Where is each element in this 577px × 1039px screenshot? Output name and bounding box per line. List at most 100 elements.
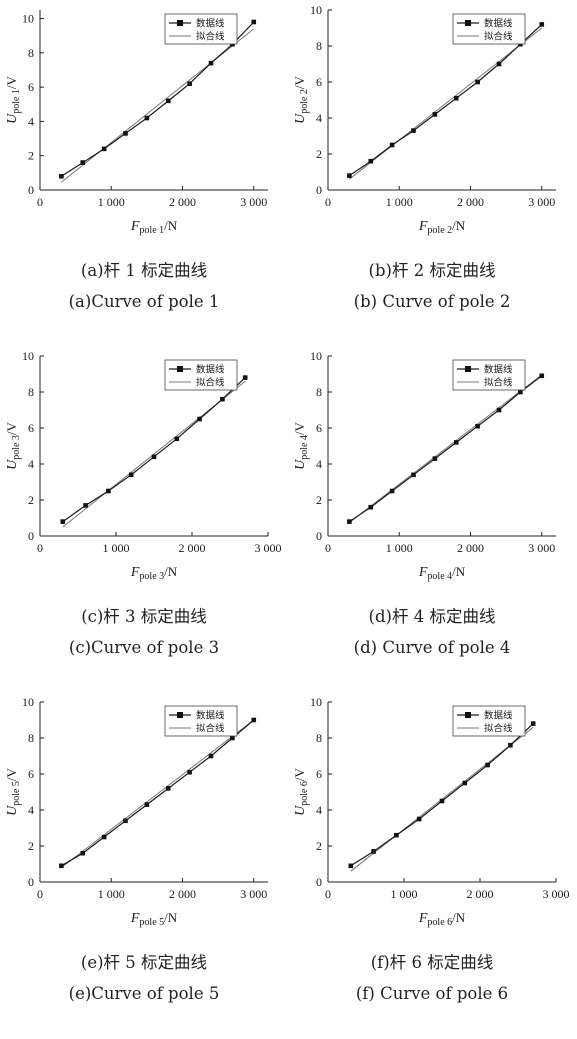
legend-label-data: 数据线 (484, 710, 513, 722)
data-point (187, 81, 192, 87)
y-tick-label: 6 (316, 767, 322, 781)
x-axis-label: Fpole 4/N (418, 564, 466, 582)
data-point (539, 22, 545, 27)
y-tick-label: 2 (316, 147, 322, 161)
data-point (251, 717, 257, 723)
chart-pole-4: 0 1 000 2 000 3 000 0 2 4 6 8 10 Fpole 4/N Upole 4/… (292, 349, 556, 582)
caption-en: (a)Curve of pole 1 (68, 292, 220, 311)
y-tick-label: 10 (310, 3, 322, 17)
caption-en: (d) Curve of pole 4 (353, 638, 511, 657)
legend-label-fit: 拟合线 (484, 31, 513, 43)
data-point (151, 454, 157, 460)
caption-cn: (d)杆 4 标定曲线 (368, 607, 496, 626)
x-tick-label: 1 000 (391, 887, 418, 901)
y-axis-label: Upole 3/V (4, 421, 22, 469)
legend-label-data: 数据线 (484, 18, 513, 30)
data-point (101, 834, 107, 840)
legend-label-data: 数据线 (196, 710, 225, 722)
x-tick-label: 0 (325, 195, 331, 209)
data-point (432, 456, 438, 461)
data-point (83, 503, 88, 508)
legend-label-fit: 拟合线 (484, 723, 513, 735)
x-tick-label: 3 000 (528, 541, 555, 555)
fit-line (349, 374, 543, 523)
data-point (508, 742, 513, 748)
fit-line (61, 719, 255, 868)
y-axis-label: Upole 6/V (292, 767, 310, 815)
legend-label-fit: 拟合线 (196, 723, 225, 735)
data-point (106, 488, 111, 494)
data-point (485, 762, 490, 768)
y-tick-label: 2 (28, 149, 34, 163)
chart-pole-6: 0 1 000 2 000 3 000 0 2 4 6 8 10 Fpole 6/N Upole 6/… (292, 695, 570, 928)
legend-label-data: 数据线 (196, 364, 225, 376)
x-tick-label: 1 000 (386, 541, 413, 555)
y-tick-label: 2 (316, 493, 322, 507)
panel-b: 0 1 000 2 000 3 000 0 2 4 6 8 10 Fpole 2/N Upole 2/… (288, 0, 576, 346)
legend-box (164, 359, 238, 391)
caption-cn: (a)杆 1 标定曲线 (80, 261, 208, 280)
data-point (208, 753, 214, 759)
y-tick-label: 2 (316, 839, 322, 853)
y-tick-label: 10 (22, 695, 34, 709)
x-tick-label: 1 000 (98, 195, 125, 209)
data-line (350, 723, 534, 867)
data-point (208, 60, 214, 66)
y-tick-label: 0 (28, 183, 34, 197)
x-tick-label: 3 000 (528, 195, 555, 209)
legend-box (452, 13, 526, 45)
x-tick-label: 0 (325, 541, 331, 555)
data-point (128, 472, 134, 478)
legend-data-marker (177, 20, 183, 26)
fit-line (349, 27, 543, 180)
y-tick-label: 6 (316, 421, 322, 435)
caption-en: (f) Curve of pole 6 (355, 984, 509, 1003)
legend-data-marker (465, 712, 471, 718)
x-tick-label: 1 000 (98, 887, 125, 901)
data-point (496, 407, 502, 413)
legend-box (452, 359, 526, 391)
legend-label-fit: 拟合线 (196, 377, 225, 389)
data-point (518, 389, 523, 395)
y-tick-label: 8 (28, 46, 34, 60)
y-tick-label: 2 (28, 839, 34, 853)
data-point (416, 816, 422, 822)
y-tick-label: 2 (28, 493, 34, 507)
x-axis-label: Fpole 6/N (418, 910, 466, 928)
y-tick-label: 8 (28, 731, 34, 745)
legend-data-marker (177, 712, 183, 718)
x-tick-label: 1 000 (386, 195, 413, 209)
x-tick-label: 3 000 (255, 541, 282, 555)
x-tick-label: 0 (325, 887, 331, 901)
data-point (123, 131, 128, 136)
data-point (165, 786, 171, 791)
y-tick-label: 10 (22, 349, 34, 363)
data-point (242, 375, 248, 380)
x-axis-label: Fpole 5/N (130, 910, 178, 928)
legend-box (452, 705, 526, 737)
data-point (432, 112, 438, 117)
data-point (389, 488, 395, 494)
data-point (144, 115, 150, 121)
legend-label-fit: 拟合线 (196, 31, 225, 43)
data-point (453, 95, 459, 101)
y-tick-label: 4 (28, 114, 34, 128)
y-tick-label: 4 (316, 457, 322, 471)
data-point (439, 798, 445, 804)
chart-pole-3: 0 1 000 2 000 3 000 0 2 4 6 8 10 Fpole 3/N Upole 3/… (4, 349, 282, 582)
data-point (59, 173, 64, 179)
data-point (475, 423, 480, 429)
legend-label-data: 数据线 (484, 364, 513, 376)
data-point (348, 863, 354, 869)
y-tick-label: 0 (28, 529, 34, 543)
data-point (411, 128, 416, 133)
legend-data-marker (465, 366, 471, 372)
x-tick-label: 1 000 (103, 541, 130, 555)
x-tick-label: 3 000 (240, 195, 267, 209)
panel-e: 0 1 000 2 000 3 000 0 2 4 6 8 10 Fpole 5/N Upole 5/… (0, 692, 288, 1038)
data-line (61, 21, 255, 177)
data-point (101, 146, 107, 152)
data-point (59, 863, 64, 869)
x-tick-label: 2 000 (179, 541, 206, 555)
y-tick-label: 8 (316, 731, 322, 745)
